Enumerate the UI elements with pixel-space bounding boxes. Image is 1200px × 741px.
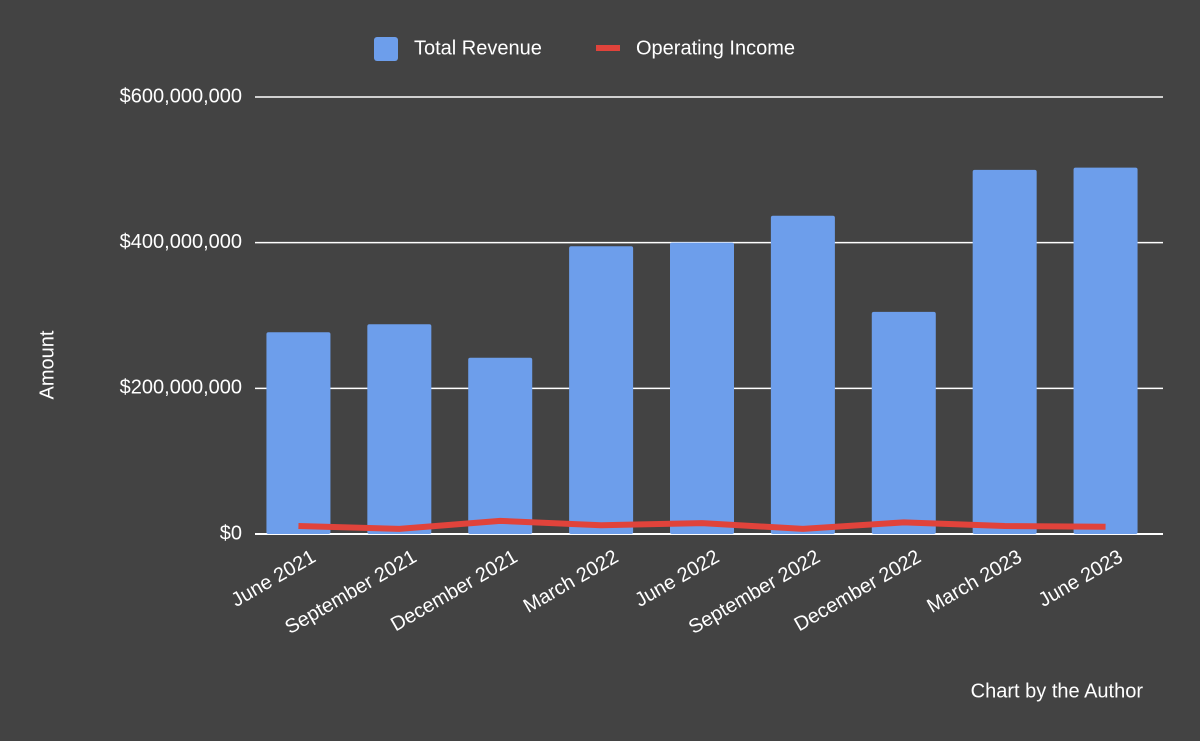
y-tick-label: $400,000,000 bbox=[120, 231, 242, 253]
y-tick-label: $0 bbox=[220, 522, 242, 544]
bar bbox=[367, 324, 432, 534]
y-tick-label: $200,000,000 bbox=[120, 377, 242, 399]
x-tick-label: March 2023 bbox=[923, 546, 1025, 618]
x-tick-label: June 2021 bbox=[228, 546, 320, 612]
note: Chart by the Author bbox=[971, 680, 1144, 702]
legend-swatch bbox=[374, 37, 398, 61]
bar bbox=[770, 215, 835, 535]
y-tick-label: $600,000,000 bbox=[120, 85, 242, 107]
bar bbox=[972, 169, 1037, 535]
bar bbox=[670, 242, 734, 534]
legend-label: Total Revenue bbox=[414, 37, 542, 59]
bar bbox=[871, 311, 936, 534]
bar bbox=[266, 332, 331, 534]
legend-label: Operating Income bbox=[636, 37, 795, 59]
x-tick-label: June 2022 bbox=[631, 546, 723, 612]
line bbox=[298, 517, 1106, 532]
y-axis-label: Amount bbox=[36, 330, 58, 399]
legend-swatch bbox=[596, 45, 620, 51]
bar bbox=[569, 246, 634, 534]
bar bbox=[1073, 167, 1138, 535]
bar bbox=[468, 357, 533, 534]
x-tick-label: June 2023 bbox=[1035, 546, 1127, 612]
x-tick-label: March 2022 bbox=[520, 546, 622, 618]
